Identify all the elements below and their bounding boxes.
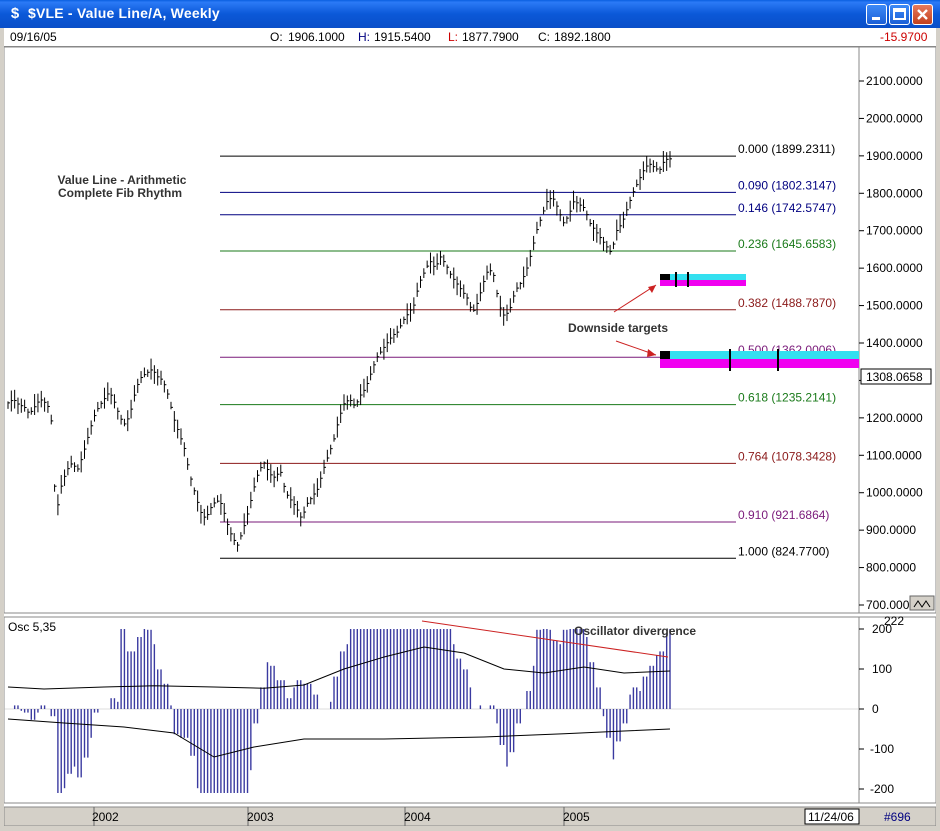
year-2004: 2004 xyxy=(404,810,431,824)
price-axis-label: 1200.0000 xyxy=(866,411,923,425)
target-bands xyxy=(660,272,859,371)
fib-label: 0.910 (921.6864) xyxy=(738,508,829,522)
close-icon xyxy=(917,9,928,20)
end-date-box xyxy=(804,808,860,825)
price-axis-label: 1700.0000 xyxy=(866,224,923,238)
oscillator-pane[interactable] xyxy=(3,616,860,804)
price-axis-label: 2000.0000 xyxy=(866,111,923,125)
year-2003: 2003 xyxy=(247,810,274,824)
fib-label: 0.146 (1742.5747) xyxy=(738,201,836,215)
close-value: 1892.1800 xyxy=(554,30,611,44)
osc-axis-top-label: 222 xyxy=(884,614,904,628)
price-axis-label: 900.0000 xyxy=(866,523,916,537)
year-2002: 2002 xyxy=(92,810,119,824)
downside-targets-label: Downside targets xyxy=(568,321,668,335)
upper-target-magenta-band xyxy=(660,280,746,286)
upper-target-cyan-band xyxy=(660,274,746,280)
minimize-icon xyxy=(872,17,880,20)
open-value: 1906.1000 xyxy=(288,30,345,44)
time-axis-pane xyxy=(3,806,937,827)
close-button[interactable] xyxy=(912,4,933,25)
price-axis-label: 700.0000 xyxy=(866,598,916,612)
upper-target-marker xyxy=(660,274,670,280)
dollar-icon: $ xyxy=(10,5,20,22)
last-price-box xyxy=(860,368,932,385)
price-pane[interactable] xyxy=(3,46,860,614)
osc-axis-label: 0 xyxy=(872,702,879,716)
price-axis-label: 1800.0000 xyxy=(866,186,923,200)
axes: 2100.0000 2000.0000 1900.0000 1800.0000 1700… xyxy=(93,74,923,826)
price-axis-label: 1600.0000 xyxy=(866,261,923,275)
high-label: H: xyxy=(358,30,370,44)
fib-label: 1.000 (824.7700) xyxy=(738,544,829,558)
osc-lower-envelope xyxy=(7,718,671,758)
upper-target-arrowhead xyxy=(648,285,656,293)
ohlc-info-bar: 09/16/05 O: 1906.1000 H: 1915.5400 L: 18… xyxy=(4,28,936,47)
osc-axis-label: -200 xyxy=(870,782,894,796)
price-axis-label: 800.0000 xyxy=(866,561,916,575)
chart-svg[interactable]: 0.000 (1899.2311) 0.090 (1802.3147) 0.146 … xyxy=(3,46,937,827)
net-change: -15.9700 xyxy=(880,30,928,44)
osc-axis-label: 200 xyxy=(872,622,892,636)
low-label: L: xyxy=(448,30,459,44)
chart-title-line1: Value Line - Arithmetic xyxy=(58,173,187,187)
fib-label: 0.000 (1899.2311) xyxy=(738,142,835,156)
fib-levels: 0.000 (1899.2311) 0.090 (1802.3147) 0.146 … xyxy=(220,142,836,559)
high-value: 1915.5400 xyxy=(374,30,431,44)
price-bars xyxy=(7,150,672,552)
osc-upper-envelope xyxy=(7,646,671,690)
fib-label: 0.236 (1645.6583) xyxy=(738,237,836,251)
year-2005: 2005 xyxy=(563,810,590,824)
minimize-button[interactable] xyxy=(866,4,887,25)
maximize-button[interactable] xyxy=(889,4,910,25)
zoom-handle-icon xyxy=(913,600,931,608)
close-label: C: xyxy=(538,30,550,44)
window-title: $VLE - Value Line/A, Weekly xyxy=(28,5,220,21)
osc-axis-label: 100 xyxy=(872,662,892,676)
open-label: O: xyxy=(270,30,283,44)
lower-target-magenta-band xyxy=(660,359,859,368)
fib-label: 0.764 (1078.3428) xyxy=(738,449,836,463)
price-axis-label: 1000.0000 xyxy=(866,486,923,500)
low-value: 1877.7900 xyxy=(462,30,519,44)
price-axis-label: 1500.0000 xyxy=(866,299,923,313)
maximize-icon xyxy=(893,8,906,20)
price-axis-pane[interactable] xyxy=(858,46,937,614)
price-axis-label: 1100.0000 xyxy=(866,448,922,462)
title-bar[interactable]: $ $VLE - Value Line/A, Weekly xyxy=(0,0,940,28)
fib-label: 0.618 (1235.2141) xyxy=(738,391,836,405)
fib-label: 0.090 (1802.3147) xyxy=(738,178,836,192)
current-date: 09/16/05 xyxy=(10,30,57,44)
divergence-line xyxy=(421,620,669,658)
oscillator-divergence-label: Oscillator divergence xyxy=(574,624,696,638)
upper-target-arrow xyxy=(613,284,657,313)
last-price-value: 1308.0658 xyxy=(866,370,923,384)
end-date: 11/24/06 xyxy=(808,810,854,824)
chart-area[interactable]: 0.000 (1899.2311) 0.090 (1802.3147) 0.146 … xyxy=(3,46,937,827)
oscillator-axis-pane[interactable] xyxy=(858,616,937,804)
zoom-handle[interactable] xyxy=(909,595,935,611)
osc-axis-label: -100 xyxy=(870,742,894,756)
price-axis-label: 2100.0000 xyxy=(866,74,923,88)
bar-counter: #696 xyxy=(884,810,911,824)
lower-target-cyan-band xyxy=(660,351,859,359)
fib-label: 0.382 (1488.7870) xyxy=(738,296,836,310)
lower-target-arrowhead xyxy=(647,349,656,357)
lower-target-marker xyxy=(660,351,670,359)
oscillator-histogram xyxy=(4,629,859,793)
price-axis-label: 1400.0000 xyxy=(866,336,923,350)
chart-title-line2: Complete Fib Rhythm xyxy=(58,186,182,200)
oscillator-label: Osc 5,35 xyxy=(8,620,56,634)
price-axis-label: 1900.0000 xyxy=(866,149,923,163)
